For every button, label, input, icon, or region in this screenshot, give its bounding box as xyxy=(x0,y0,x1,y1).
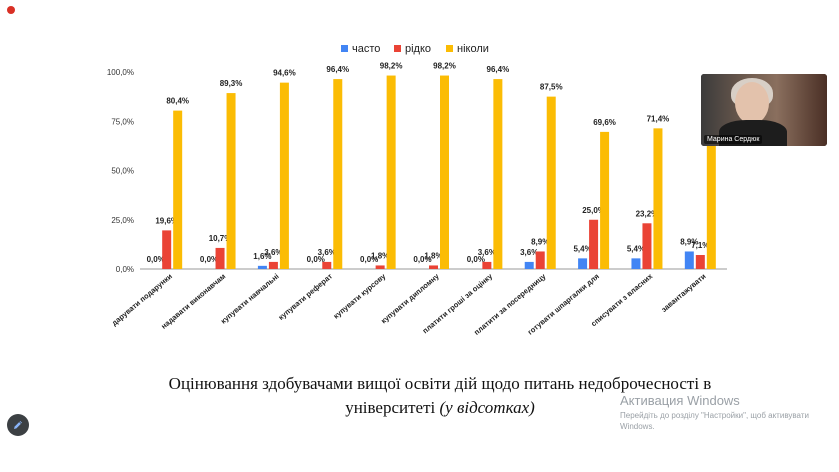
activation-text: Перейдіть до розділу "Настройки", щоб ак… xyxy=(620,411,809,431)
data-label: 3,6% xyxy=(318,248,336,257)
bar-chart: 0,0% 25,0% 50,0% 75,0% 100,0% часто рідко нікол… xyxy=(107,43,727,337)
category-label: купувати реферат xyxy=(277,271,335,321)
data-label: 96,4% xyxy=(326,65,349,74)
legend-label: ніколи xyxy=(457,43,489,55)
annotate-pen-button[interactable] xyxy=(7,414,29,436)
bar xyxy=(524,261,534,269)
participant-face xyxy=(735,82,769,124)
y-tick-label: 75,0% xyxy=(111,117,134,126)
bar xyxy=(386,75,396,270)
data-label: 1,6% xyxy=(253,252,271,261)
bar xyxy=(695,255,705,269)
bar xyxy=(706,103,716,269)
data-label: 5,4% xyxy=(627,244,645,253)
data-label: 10,7% xyxy=(209,234,232,243)
data-label: 87,5% xyxy=(540,83,563,92)
bar xyxy=(257,265,267,269)
bar xyxy=(653,128,663,269)
slide-caption: Оцінювання здобувачами вищої освіти дій … xyxy=(140,372,740,420)
bar xyxy=(322,261,332,269)
windows-activation-watermark: Активация Windows Перейдіть до розділу "… xyxy=(620,393,820,432)
bar xyxy=(600,131,610,269)
legend-swatch xyxy=(394,45,401,52)
participant-name: Марина Сердюк xyxy=(704,135,763,144)
data-label: 71,4% xyxy=(647,114,670,123)
category-label: купувати дипломну xyxy=(379,271,441,325)
data-label: 0,0% xyxy=(413,255,431,264)
bar xyxy=(493,79,503,269)
category-label: купувати курсову xyxy=(332,271,389,320)
bar xyxy=(268,261,278,269)
pen-icon xyxy=(14,421,22,429)
bar xyxy=(589,219,599,269)
category-label: купувати навчальні xyxy=(219,272,281,326)
data-label: 3,6% xyxy=(264,248,282,257)
data-label: 7,1% xyxy=(691,241,709,250)
data-label: 69,6% xyxy=(593,118,616,127)
data-label: 1,8% xyxy=(371,251,389,260)
bar xyxy=(535,251,545,269)
bar xyxy=(162,230,172,269)
data-label: 3,6% xyxy=(478,248,496,257)
data-label: 0,0% xyxy=(200,255,218,264)
data-label: 0,0% xyxy=(467,255,485,264)
bar xyxy=(440,75,449,270)
bar xyxy=(578,258,588,269)
data-label: 96,4% xyxy=(487,65,510,74)
caption-line-2-text: університеті xyxy=(345,398,440,417)
bar xyxy=(375,265,385,269)
data-label: 89,3% xyxy=(220,79,243,88)
bar xyxy=(482,261,492,269)
data-label: 19,6% xyxy=(155,216,178,225)
bar xyxy=(333,79,343,269)
data-label: 0,0% xyxy=(147,255,165,264)
data-label: 23,2% xyxy=(636,209,659,218)
bar xyxy=(215,247,225,269)
data-label: 80,4% xyxy=(166,97,189,106)
legend-label: рідко xyxy=(405,43,431,55)
bar xyxy=(279,82,289,269)
y-tick-label: 50,0% xyxy=(111,167,134,176)
legend-label: часто xyxy=(352,43,380,55)
data-label: 1,8% xyxy=(424,251,442,260)
legend-swatch xyxy=(341,45,348,52)
bar xyxy=(429,265,438,269)
bar xyxy=(173,110,183,269)
data-label: 0,0% xyxy=(360,255,378,264)
bar xyxy=(226,93,236,269)
data-label: 8,9% xyxy=(531,237,549,246)
activation-title: Активация Windows xyxy=(620,393,740,408)
legend-swatch xyxy=(446,45,453,52)
data-label: 5,4% xyxy=(573,244,591,253)
data-label: 8,9% xyxy=(680,237,698,246)
bar xyxy=(684,251,694,269)
bar xyxy=(546,96,556,269)
participant-video-tile[interactable]: Марина Сердюк xyxy=(701,74,827,146)
y-tick-label: 0,0% xyxy=(116,265,134,274)
bar xyxy=(631,258,641,269)
data-label: 98,2% xyxy=(433,62,456,71)
data-label: 3,6% xyxy=(520,248,538,257)
data-label: 94,6% xyxy=(273,69,296,78)
data-label: 0,0% xyxy=(307,255,325,264)
data-label: 25,0% xyxy=(582,206,605,215)
caption-line-2: університеті (у відсотках) xyxy=(140,396,740,420)
category-label: завантажувати xyxy=(659,271,707,314)
data-label: 98,2% xyxy=(380,62,403,71)
caption-line-1: Оцінювання здобувачами вищої освіти дій … xyxy=(168,374,712,393)
y-tick-label: 25,0% xyxy=(111,216,134,225)
record-dot-icon xyxy=(7,6,15,14)
y-tick-label: 100,0% xyxy=(107,68,134,77)
bar xyxy=(642,223,652,269)
caption-line-2-italic: (у відсотках) xyxy=(439,398,535,417)
